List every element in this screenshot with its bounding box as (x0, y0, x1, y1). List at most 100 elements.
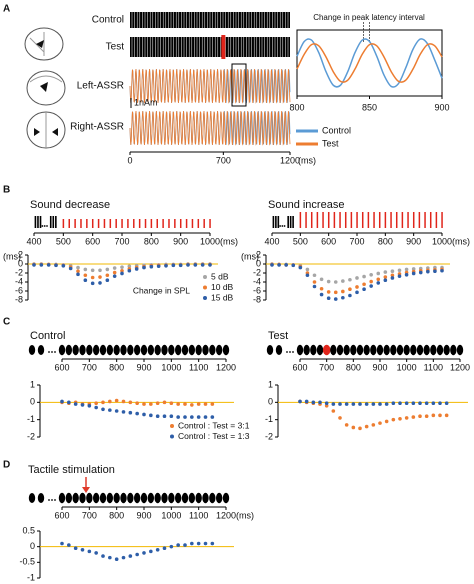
row-label: Test (106, 42, 125, 53)
x-tick-label: 500 (293, 236, 308, 246)
data-point (348, 287, 352, 292)
y-tick-label: 1 (268, 379, 273, 389)
data-point (90, 281, 95, 286)
x-tick-label: 700 (319, 362, 334, 372)
y-tick-label: -2 (15, 267, 23, 277)
stimulus-click (363, 344, 370, 356)
legend-label: Test (322, 138, 339, 148)
x-tick-label: 900 (406, 236, 421, 246)
data-point (76, 269, 80, 274)
data-point (120, 268, 124, 273)
stimulus-click (330, 344, 337, 356)
x-unit: (ms) (220, 236, 238, 246)
stimulus-click (86, 492, 93, 504)
data-point (418, 270, 423, 275)
x-tick-label: 600 (321, 236, 336, 246)
data-point (121, 399, 126, 404)
data-point (312, 280, 317, 284)
stimulus-click (272, 216, 275, 228)
assr-wave (129, 69, 291, 104)
data-point (411, 267, 416, 271)
stimulus-click (147, 344, 155, 356)
data-point (149, 264, 154, 269)
y-tick-label: -6 (253, 285, 261, 295)
data-point (391, 401, 396, 406)
data-point (304, 399, 309, 404)
x-tick-label: 900 (372, 362, 387, 372)
data-point (108, 399, 112, 404)
data-point (376, 271, 381, 276)
data-point (433, 269, 437, 274)
stimulus-ellipsis (281, 225, 284, 227)
data-point (112, 274, 117, 278)
stimulus-click (390, 344, 397, 356)
stimulus-click (120, 492, 127, 504)
data-point (404, 416, 409, 420)
data-point (176, 415, 180, 419)
data-point (444, 413, 449, 418)
data-point (404, 401, 409, 406)
data-point (355, 276, 359, 280)
data-point (196, 402, 201, 406)
zoom-box (231, 63, 247, 107)
stimulus-ellipsis (48, 499, 50, 501)
data-point (176, 543, 180, 547)
chart-title: Test (268, 330, 288, 342)
stimulus-click (140, 344, 148, 356)
y-tick-label: -8 (15, 294, 23, 304)
data-point (196, 541, 201, 546)
data-point (333, 290, 338, 295)
legend-label: Control (322, 125, 351, 135)
data-point (190, 415, 194, 419)
y-tick-label: 0 (18, 258, 23, 268)
stimulus-click (401, 212, 404, 228)
stimulus-click (418, 212, 421, 228)
data-point (39, 263, 44, 267)
stimulus-click (161, 344, 168, 356)
stimulus-click (424, 212, 426, 228)
data-point (319, 286, 324, 291)
data-point (98, 275, 102, 279)
y-tick-label: -2 (27, 431, 35, 441)
data-point (105, 273, 110, 278)
data-point (120, 265, 124, 269)
stimulus-click (138, 219, 141, 228)
stimulus-click (154, 344, 161, 356)
stimulus-click (350, 344, 357, 356)
data-point (358, 426, 362, 431)
y-unit: (ms) (241, 251, 259, 261)
data-point (90, 268, 95, 273)
x-tick-label: 800 (346, 362, 361, 372)
data-point (142, 402, 146, 406)
stimulus-click (343, 344, 350, 356)
data-point (94, 551, 98, 555)
stimulus-click (127, 219, 129, 228)
data-point (438, 413, 442, 418)
stimulus-click (58, 492, 66, 504)
stimulus-click (195, 492, 202, 504)
x-tick-label: 800 (378, 236, 393, 246)
stimulus-click (296, 344, 304, 356)
data-point (362, 287, 366, 292)
data-point (383, 270, 388, 274)
stimulus-click (277, 216, 280, 228)
stimulus-click (65, 344, 73, 356)
legend-label: 5 dB (211, 271, 229, 281)
stimulus-click (65, 492, 73, 504)
x-tick-label: 600 (54, 362, 69, 372)
data-point (371, 402, 376, 406)
data-point (183, 543, 187, 547)
y-tick-label: -8 (253, 294, 261, 304)
x-tick-label: 700 (114, 236, 129, 246)
data-point (155, 548, 160, 552)
legend-label: Control : Test = 1:3 (178, 431, 250, 441)
stimulus-click (209, 492, 216, 504)
stimulus-click (28, 345, 36, 355)
stimulus-click (109, 219, 112, 228)
stimulus-ellipsis (43, 225, 46, 227)
data-point (61, 264, 66, 268)
data-point (142, 265, 146, 270)
stimulus-click (322, 344, 331, 356)
data-point (418, 401, 422, 406)
data-point (67, 400, 71, 405)
